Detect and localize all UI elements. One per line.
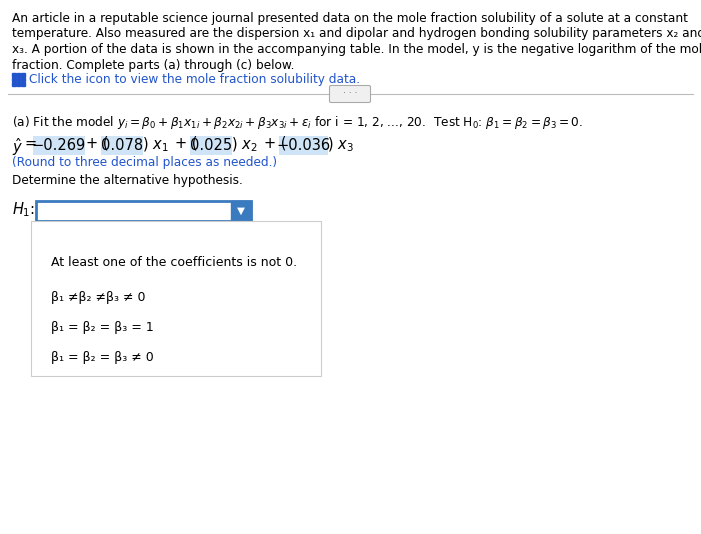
Bar [231,201,251,221]
FancyBboxPatch shape [101,136,143,155]
Text: 0.025: 0.025 [190,138,232,153]
Bar [22,82,25,86]
FancyBboxPatch shape [329,85,371,103]
Text: · · ·: · · · [343,90,358,98]
Text: x₃. A portion of the data is shown in the accompanying table. In the model, y is: x₃. A portion of the data is shown in th… [12,43,701,56]
Bar [12,73,15,76]
Bar [12,78,15,81]
Text: −0.036: −0.036 [276,138,331,153]
Bar [36,201,251,221]
FancyBboxPatch shape [279,136,328,155]
Bar [22,78,25,81]
Bar [17,78,20,81]
Bar [17,73,20,76]
Text: fraction. Complete parts (a) through (c) below.: fraction. Complete parts (a) through (c)… [12,59,294,72]
FancyBboxPatch shape [190,136,232,155]
Bar [22,73,25,76]
Text: At least one of the coefficients is not 0.: At least one of the coefficients is not … [51,256,297,269]
Text: =: = [25,136,37,151]
Bar [17,82,20,86]
Text: + (: + ( [175,136,198,151]
Text: $H_1$:: $H_1$: [12,200,35,219]
Bar [12,82,15,86]
Text: β₁ ≠β₂ ≠β₃ ≠ 0: β₁ ≠β₂ ≠β₃ ≠ 0 [51,291,146,304]
Text: −0.269: −0.269 [32,138,86,153]
Text: ) $x_3$: ) $x_3$ [327,136,353,154]
Text: (Round to three decimal places as needed.): (Round to three decimal places as needed… [12,156,277,169]
Text: (a) Fit the model $y_i = \beta_0 + \beta_1 x_{1i} + \beta_2 x_{2i} + \beta_3 x_{: (a) Fit the model $y_i = \beta_0 + \beta… [12,114,583,131]
Text: + (: + ( [264,136,287,151]
Text: β₁ = β₂ = β₃ = 1: β₁ = β₂ = β₃ = 1 [51,321,154,334]
Text: An article in a reputable science journal presented data on the mole fraction so: An article in a reputable science journa… [12,12,688,25]
Text: temperature. Also measured are the dispersion x₁ and dipolar and hydrogen bondin: temperature. Also measured are the dispe… [12,27,701,41]
Text: Click the icon to view the mole fraction solubility data.: Click the icon to view the mole fraction… [29,73,360,85]
Text: β₁ = β₂ = β₃ ≠ 0: β₁ = β₂ = β₃ ≠ 0 [51,351,154,364]
Text: ) $x_2$: ) $x_2$ [231,136,257,154]
Bar [31,221,321,376]
Text: 0.078: 0.078 [101,138,143,153]
Text: $\hat{y}$: $\hat{y}$ [12,136,23,158]
Text: Determine the alternative hypothesis.: Determine the alternative hypothesis. [12,174,243,187]
FancyBboxPatch shape [33,136,85,155]
Text: + (: + ( [86,136,109,151]
Text: ▼: ▼ [237,206,245,216]
Text: ) $x_1$: ) $x_1$ [142,136,168,154]
